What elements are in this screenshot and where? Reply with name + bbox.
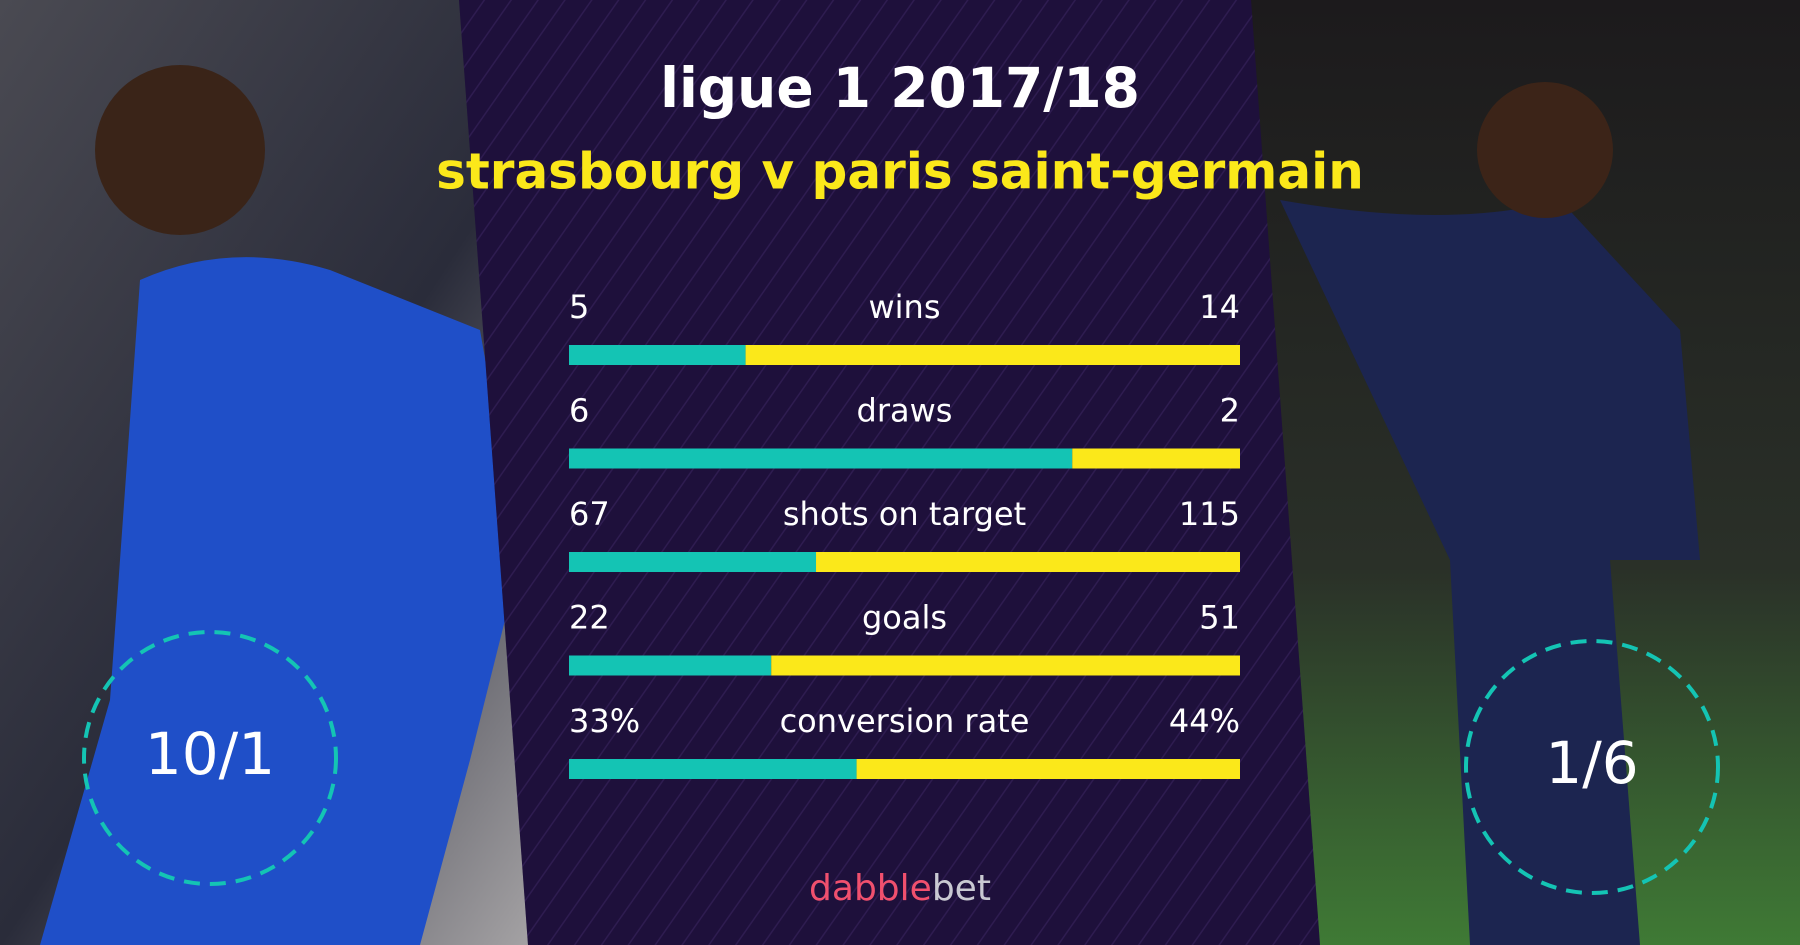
comparison-rows: 5 wins 14 6 draws 2 67 shots on target 115 22 goal…	[569, 288, 1240, 779]
value-label: 5	[569, 288, 589, 326]
value-label: 33%	[569, 702, 640, 740]
bar-segment	[816, 552, 1240, 572]
left-player-head	[95, 65, 265, 235]
category-label: draws	[857, 392, 953, 430]
bar-segment	[569, 552, 817, 572]
category-label: wins	[868, 288, 940, 326]
bar-segment	[1072, 448, 1240, 469]
value-label: 67	[569, 495, 610, 533]
bar-segment	[569, 448, 1073, 469]
value-label: 2	[1220, 392, 1240, 430]
value-label: 44%	[1169, 702, 1240, 740]
bar-segment	[745, 345, 1240, 365]
category-label: shots on target	[783, 495, 1026, 533]
odds-circle	[82, 630, 338, 886]
bar-segment	[569, 655, 772, 676]
category-label: goals	[862, 599, 947, 637]
bar-segment	[771, 655, 1240, 676]
brand-part: bet	[932, 868, 991, 909]
value-label: 14	[1199, 288, 1240, 326]
bar-segment	[569, 345, 746, 365]
odds: 10/1	[145, 720, 275, 788]
odds-circle	[1464, 639, 1720, 895]
value-label: 115	[1179, 495, 1240, 533]
bar-segment	[856, 759, 1240, 779]
center-panel	[459, 0, 1320, 945]
subtitle: strasbourg v paris saint-germain	[436, 143, 1364, 201]
title: ligue 1 2017/18	[660, 56, 1140, 120]
bar-segment	[569, 759, 857, 779]
value-label: 6	[569, 392, 589, 430]
odds: 1/6	[1545, 729, 1638, 797]
value-label: 51	[1199, 599, 1240, 637]
brand-part: dabble	[809, 868, 932, 909]
category-label: conversion rate	[780, 702, 1030, 740]
value-label: 22	[569, 599, 610, 637]
brand: dabblebet	[809, 868, 991, 909]
right-player-head	[1477, 82, 1613, 218]
left-player	[40, 257, 520, 945]
right-player	[1280, 200, 1700, 945]
center-panel-shade	[459, 0, 1320, 945]
